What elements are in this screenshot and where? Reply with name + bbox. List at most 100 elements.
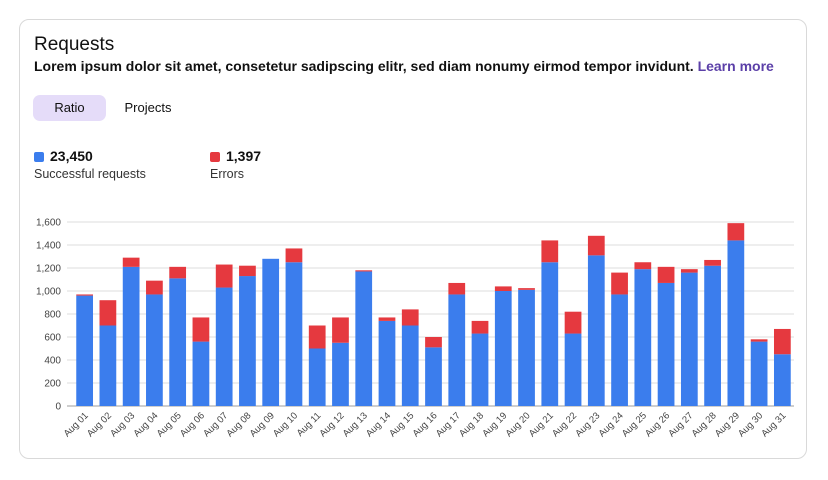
y-tick-label: 1,200	[36, 264, 61, 275]
bar-successful-31[interactable]	[773, 354, 791, 406]
errors-value: 1,397	[226, 148, 262, 164]
bar-successful-29[interactable]	[727, 240, 745, 406]
y-tick-label: 1,000	[36, 287, 61, 298]
bar-successful-23[interactable]	[587, 255, 605, 406]
successful-label: Successful requests	[34, 167, 146, 181]
bar-successful-8[interactable]	[239, 276, 256, 406]
x-tick-label: Aug 29	[713, 410, 742, 439]
bar-errors-3[interactable]	[122, 257, 140, 267]
x-tick-label: Aug 11	[295, 410, 324, 439]
bar-successful-14[interactable]	[378, 320, 396, 406]
bar-errors-21[interactable]	[541, 240, 559, 263]
bar-errors-11[interactable]	[308, 325, 326, 349]
bar-successful-30[interactable]	[750, 341, 768, 406]
y-tick-label: 800	[44, 310, 61, 321]
bar-errors-17[interactable]	[448, 282, 466, 295]
x-tick-label: Aug 02	[85, 410, 114, 439]
y-tick-label: 1,400	[36, 241, 61, 252]
y-tick-label: 0	[55, 402, 61, 413]
x-tick-label: Aug 13	[341, 410, 370, 439]
bar-errors-2[interactable]	[99, 300, 117, 326]
bar-successful-13[interactable]	[355, 271, 373, 406]
x-tick-label: Aug 14	[364, 410, 393, 439]
x-tick-label: Aug 01	[62, 410, 91, 439]
x-tick-label: Aug 08	[224, 410, 253, 439]
bar-errors-7[interactable]	[215, 264, 233, 288]
bar-errors-22[interactable]	[564, 311, 582, 334]
bar-successful-1[interactable]	[76, 295, 94, 406]
bar-errors-24[interactable]	[611, 272, 628, 295]
x-tick-label: Aug 26	[643, 410, 672, 439]
bar-errors-8[interactable]	[239, 265, 256, 277]
x-tick-label: Aug 16	[411, 410, 440, 439]
y-tick-label: 200	[44, 379, 61, 390]
bar-errors-15[interactable]	[401, 309, 419, 326]
bar-successful-28[interactable]	[704, 265, 721, 406]
y-axis-ticks: 0 200 400 600 800 1,000 1,200 1,400 1,600	[36, 218, 61, 413]
tab-ratio[interactable]: Ratio	[33, 95, 106, 121]
bar-errors-31[interactable]	[773, 328, 791, 355]
bar-successful-15[interactable]	[401, 325, 419, 407]
bar-successful-20[interactable]	[518, 289, 535, 406]
bar-successful-24[interactable]	[611, 294, 628, 406]
x-tick-label: Aug 25	[620, 410, 649, 439]
x-tick-label: Aug 15	[387, 410, 416, 439]
y-tick-label: 400	[44, 356, 61, 367]
bar-errors-1[interactable]	[76, 294, 94, 296]
bar-errors-5[interactable]	[169, 266, 187, 279]
bar-successful-17[interactable]	[448, 294, 466, 406]
bar-successful-2[interactable]	[99, 325, 117, 407]
x-tick-label: Aug 23	[573, 410, 602, 439]
bar-errors-19[interactable]	[494, 286, 512, 291]
bar-successful-25[interactable]	[634, 269, 652, 406]
bar-successful-11[interactable]	[308, 348, 326, 407]
bar-successful-9[interactable]	[262, 258, 280, 406]
x-tick-label: Aug 18	[457, 410, 486, 439]
bar-errors-14[interactable]	[378, 317, 396, 321]
y-tick-label: 1,600	[36, 218, 61, 229]
bar-errors-30[interactable]	[750, 339, 768, 342]
x-tick-label: Aug 09	[248, 410, 277, 439]
bar-successful-26[interactable]	[657, 282, 675, 406]
bar-successful-7[interactable]	[215, 287, 233, 406]
successful-value: 23,450	[50, 148, 93, 164]
errors-label: Errors	[210, 167, 245, 181]
bar-successful-3[interactable]	[122, 266, 140, 406]
x-tick-label: Aug 28	[690, 410, 719, 439]
bar-errors-13[interactable]	[355, 270, 373, 272]
bar-errors-20[interactable]	[518, 288, 535, 290]
bar-successful-10[interactable]	[285, 262, 303, 406]
bar-successful-19[interactable]	[494, 291, 512, 406]
bar-errors-10[interactable]	[285, 248, 303, 263]
bar-errors-26[interactable]	[657, 266, 675, 283]
bars	[76, 223, 791, 407]
learn-more-link[interactable]: Learn more	[697, 58, 774, 74]
bar-errors-6[interactable]	[192, 317, 210, 342]
bar-successful-18[interactable]	[471, 333, 489, 406]
bar-successful-16[interactable]	[425, 347, 442, 406]
bar-errors-27[interactable]	[680, 269, 698, 273]
bar-successful-6[interactable]	[192, 341, 210, 406]
bar-successful-22[interactable]	[564, 333, 582, 406]
tab-projects[interactable]: Projects	[124, 100, 172, 115]
bar-successful-21[interactable]	[541, 262, 559, 406]
x-tick-label: Aug 05	[155, 410, 184, 439]
bar-errors-28[interactable]	[704, 259, 721, 266]
bar-successful-12[interactable]	[332, 342, 349, 406]
bar-errors-12[interactable]	[332, 317, 349, 343]
bar-errors-16[interactable]	[425, 337, 442, 348]
bar-errors-18[interactable]	[471, 320, 489, 334]
x-tick-label: Aug 21	[527, 410, 556, 439]
x-tick-label: Aug 17	[434, 410, 463, 439]
card-subtitle: Lorem ipsum dolor sit amet, consetetur s…	[34, 58, 774, 74]
successful-legend-swatch	[34, 152, 44, 162]
x-tick-label: Aug 04	[131, 410, 160, 439]
bar-errors-23[interactable]	[587, 235, 605, 256]
bar-errors-25[interactable]	[634, 262, 652, 270]
bar-errors-4[interactable]	[146, 280, 163, 295]
bar-successful-27[interactable]	[680, 272, 698, 406]
bar-successful-5[interactable]	[169, 278, 187, 406]
bar-errors-29[interactable]	[727, 223, 745, 241]
bar-successful-4[interactable]	[146, 294, 163, 406]
